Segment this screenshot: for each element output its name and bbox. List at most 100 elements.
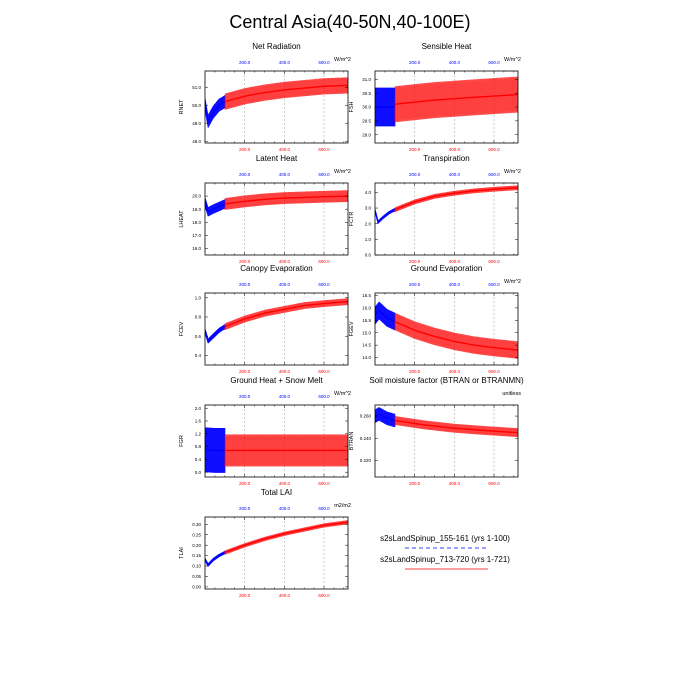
series-group: [205, 520, 348, 567]
panel-soil-moisture-factor-btran-or-btranmn: Soil moisture factor (BTRAN or BTRANMN) u…: [349, 376, 524, 486]
legend-label-short-run: s2sLandSpinup_155-161 (yrs 1-100): [380, 534, 510, 543]
y-tick-label: 30.5: [362, 91, 371, 96]
units-label: m2/m2: [334, 503, 351, 509]
series-s2slandspinup-713-720-oscillation: [224, 190, 348, 210]
series-group: [375, 407, 518, 438]
y-tick-label: 49.0: [192, 121, 201, 126]
series-group: [205, 298, 348, 344]
bottom-x-tick-label: 600.0: [318, 369, 330, 374]
units-label: W/m^2: [334, 57, 351, 63]
top-x-tick-label: 400.0: [449, 60, 461, 65]
y-axis-label: FGR: [179, 435, 185, 447]
bottom-x-tick-label: 400.0: [449, 259, 461, 264]
bottom-x-tick-label: 600.0: [488, 147, 500, 152]
bottom-x-tick-label: 400.0: [279, 593, 291, 598]
bottom-x-tick-label: 400.0: [279, 259, 291, 264]
y-tick-label: 0.0: [365, 253, 372, 258]
plot-frame: [204, 182, 349, 256]
y-tick-label: 29.5: [362, 118, 371, 123]
y-tick-label: 18.0: [192, 220, 201, 225]
series-group: [205, 427, 348, 473]
y-tick-label: 0.00: [192, 585, 201, 590]
bottom-x-tick-label: 400.0: [279, 147, 291, 152]
y-axis-label: FCTR: [349, 212, 355, 227]
series-s2slandspinup-713-720-mean: [394, 320, 518, 351]
y-tick-label: 19.0: [192, 207, 201, 212]
top-x-tick-label: 400.0: [449, 172, 461, 177]
series-s2slandspinup-713-720-oscillation: [224, 77, 348, 110]
bottom-x-tick-label: 600.0: [488, 481, 500, 486]
top-x-tick-label: 200.0: [409, 60, 421, 65]
bottom-x-tick-label: 200.0: [409, 369, 421, 374]
series-s2slandspinup-155-161-mean: [205, 202, 225, 213]
y-tick-label: 0.20: [192, 543, 201, 548]
plot-frame: [374, 404, 519, 478]
y-tick-label: 2.0: [195, 406, 202, 411]
top-x-tick-label: 400.0: [449, 282, 461, 287]
top-x-tick-label: 200.0: [239, 394, 251, 399]
series-s2slandspinup-713-720-oscillation: [394, 312, 518, 359]
units-label: W/m^2: [334, 391, 351, 397]
y-tick-label: 0.8: [195, 315, 202, 320]
top-x-tick-label: 600.0: [318, 172, 330, 177]
top-x-tick-label: 600.0: [488, 282, 500, 287]
series-s2slandspinup-155-161-mean: [375, 413, 395, 422]
plot-frame: [374, 182, 519, 256]
units-label: W/m^2: [504, 279, 521, 285]
bottom-x-tick-label: 400.0: [449, 369, 461, 374]
series-s2slandspinup-155-161-mean: [375, 309, 395, 323]
y-axis-label: FGEV: [349, 321, 355, 336]
series-s2slandspinup-155-161-mean: [375, 209, 395, 224]
y-tick-label: 31.0: [362, 77, 371, 82]
top-x-tick-label: 200.0: [409, 172, 421, 177]
panel-latent-heat: Latent Heat W/m^2 LHEAT 16.0 17.0 18.0 19.0 20.…: [179, 154, 351, 264]
panel-ground-evaporation: Ground Evaporation W/m^2 FGEV 14.0 14.5 15.0 1…: [349, 264, 521, 374]
y-tick-label: 20.0: [192, 194, 201, 199]
series-group: [205, 77, 348, 128]
series-s2slandspinup-713-720-mean: [394, 187, 518, 211]
series-group: [375, 185, 518, 224]
series-group: [375, 76, 518, 127]
legend-label-long-run: s2sLandSpinup_713-720 (yrs 1-721): [380, 555, 510, 564]
y-axis-label: TLAI: [179, 547, 185, 559]
bottom-x-tick-label: 200.0: [409, 259, 421, 264]
panel-total-lai: Total LAI m2/m2 TLAI 0.00 0.05 0.10 0.15 0.20 0.…: [179, 488, 351, 598]
y-tick-label: 1.0: [195, 295, 202, 300]
bottom-x-tick-label: 200.0: [239, 369, 251, 374]
y-tick-label: 4.0: [365, 190, 372, 195]
y-tick-label: 51.0: [192, 85, 201, 90]
y-tick-label: 16.0: [362, 305, 371, 310]
series-s2slandspinup-713-720-oscillation: [394, 185, 518, 212]
y-tick-label: 3.0: [365, 206, 372, 211]
panel-sensible-heat: Sensible Heat W/m^2 FSH 29.0 29.5 30.0 30.5 31.…: [349, 42, 521, 152]
y-tick-label: 50.0: [192, 103, 201, 108]
bottom-x-tick-label: 600.0: [318, 593, 330, 598]
top-x-tick-label: 200.0: [239, 60, 251, 65]
y-tick-label: 0.4: [195, 353, 202, 358]
legend: s2sLandSpinup_155-161 (yrs 1-100) s2sLan…: [380, 534, 510, 570]
bottom-x-tick-label: 400.0: [449, 481, 461, 486]
y-tick-label: 15.5: [362, 318, 371, 323]
units-label: W/m^2: [504, 57, 521, 63]
panels-container: Net Radiation W/m^2 RNET 48.0 49.0 50.0 51.0 20…: [179, 42, 524, 598]
panel-title: Sensible Heat: [422, 42, 473, 51]
series-s2slandspinup-713-720-oscillation: [224, 298, 348, 330]
y-tick-label: 0.4: [195, 457, 202, 462]
panel-title: Ground Evaporation: [411, 264, 483, 273]
bottom-x-tick-label: 200.0: [409, 481, 421, 486]
top-x-tick-label: 400.0: [279, 172, 291, 177]
bottom-x-tick-label: 600.0: [318, 147, 330, 152]
panel-title: Net Radiation: [252, 42, 300, 51]
y-tick-label: 16.5: [362, 293, 371, 298]
plot-frame: [204, 70, 349, 144]
plot-frame: [374, 292, 519, 366]
bottom-x-tick-label: 600.0: [488, 369, 500, 374]
y-tick-label: 2.0: [365, 221, 372, 226]
y-tick-label: 1.0: [365, 237, 372, 242]
top-x-tick-label: 200.0: [239, 172, 251, 177]
y-tick-label: 0.15: [192, 553, 201, 558]
y-tick-label: 0.30: [192, 522, 201, 527]
y-tick-label: 29.0: [362, 132, 371, 137]
series-group: [375, 301, 518, 359]
series-s2slandspinup-155-161-mean: [205, 101, 226, 124]
